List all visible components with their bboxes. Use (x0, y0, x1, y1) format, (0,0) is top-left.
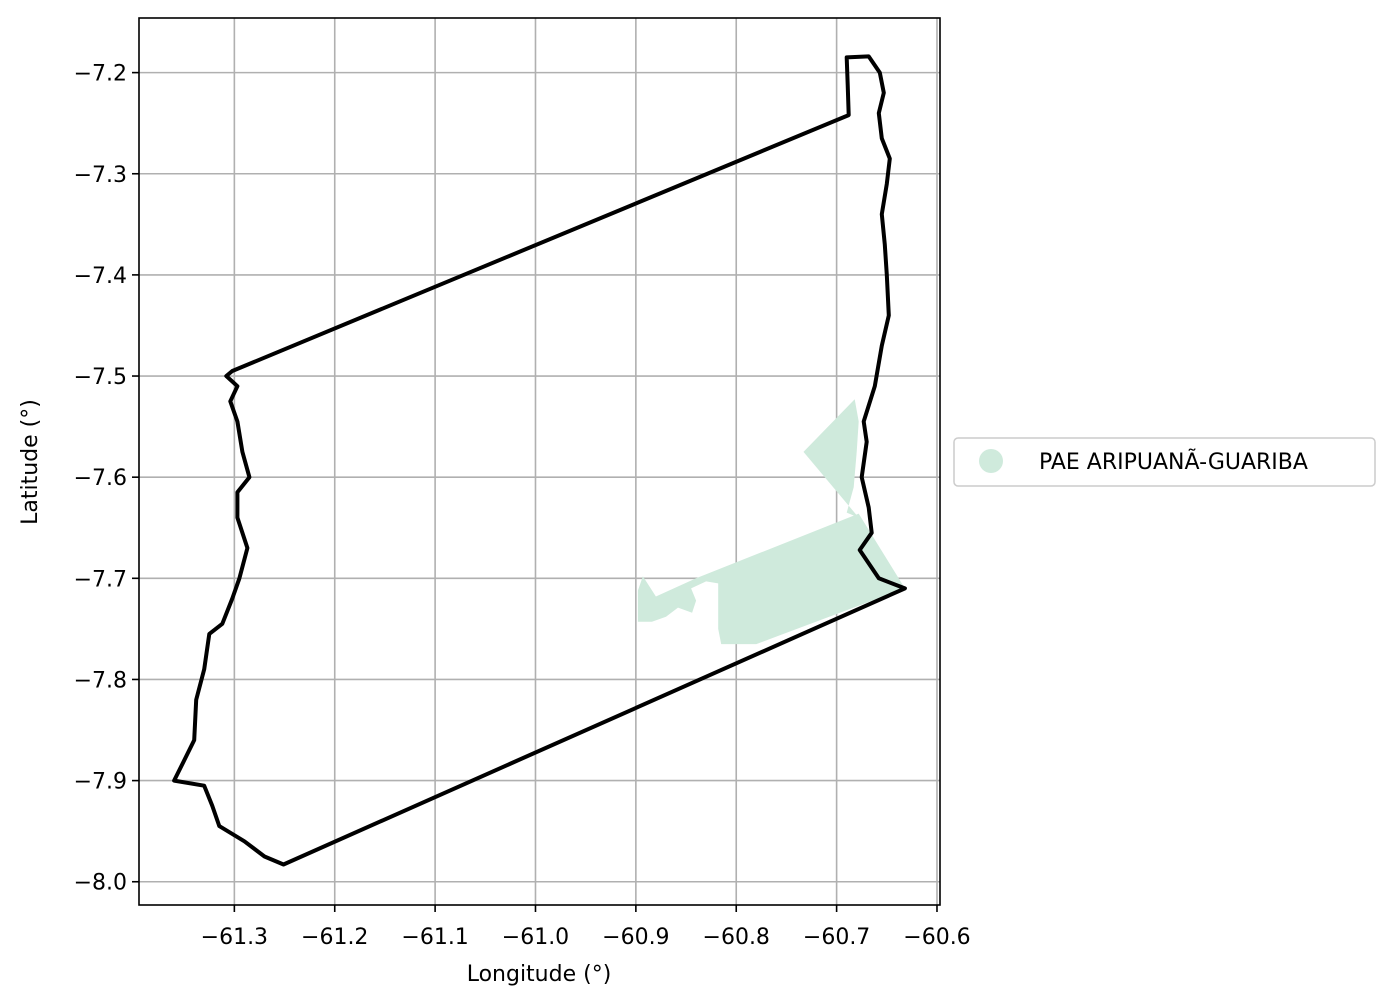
y-tick-label: −7.9 (74, 770, 127, 795)
boundary-layer (172, 54, 907, 867)
y-tick-label: −7.4 (74, 264, 127, 289)
y-tick-label: −8.0 (74, 871, 127, 896)
y-tick-label: −7.7 (74, 567, 127, 592)
x-axis-label: Longitude (°) (467, 962, 612, 987)
x-tick-label: −60.9 (602, 925, 669, 950)
x-tick-label: −60.6 (903, 925, 970, 950)
plot-frame (138, 17, 941, 906)
municipality-boundary (172, 54, 907, 867)
x-tick-label: −61.3 (201, 925, 268, 950)
y-tick-label: −7.6 (74, 466, 127, 491)
legend-box (953, 437, 1376, 487)
y-tick-label: −7.3 (74, 163, 127, 188)
x-tick-label: −60.7 (803, 925, 870, 950)
y-tick-label: −7.8 (74, 668, 127, 693)
legend: PAE ARIPUANÃ-GUARIBA (953, 437, 1376, 487)
y-tick-label: −7.5 (74, 365, 127, 390)
x-tick-label: −61.1 (401, 925, 468, 950)
y-tick-label: −7.2 (74, 62, 127, 87)
y-ticks: −7.2 −7.3 −7.4 −7.5 −7.6 −7.7 −7.8 −7.9 −8.0 (74, 62, 139, 896)
pae-area-layer (637, 399, 905, 645)
legend-entry-label: PAE ARIPUANÃ-GUARIBA (1039, 448, 1308, 475)
legend-marker-circle (979, 449, 1003, 473)
x-ticks: −61.3 −61.2 −61.1 −61.0 −60.9 −60.8 −60.7 −60.6 (201, 905, 971, 950)
x-tick-label: −61.0 (502, 925, 569, 950)
x-tick-label: −60.8 (703, 925, 770, 950)
y-axis-label: Latitude (°) (18, 399, 43, 525)
x-tick-label: −61.2 (301, 925, 368, 950)
pae-area-polygon (637, 513, 905, 645)
pae-area-polygon (803, 399, 859, 518)
